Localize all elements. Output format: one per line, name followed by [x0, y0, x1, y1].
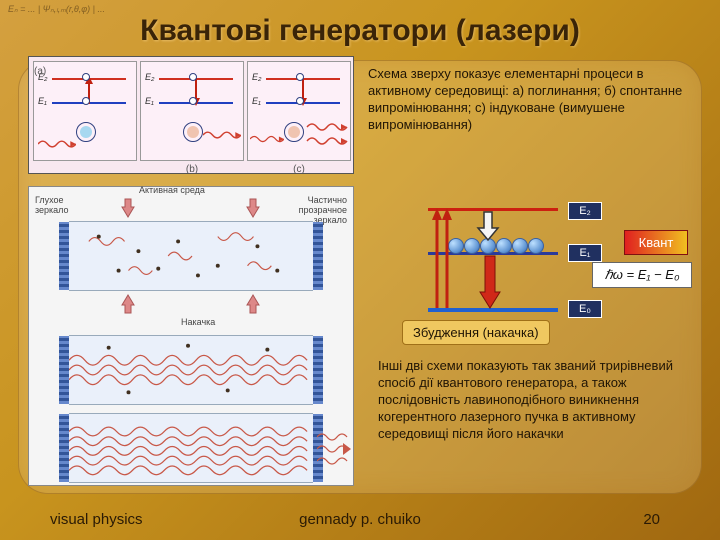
- pump-excitation-label: Збудження (накачка): [402, 320, 550, 345]
- mirror-left-label: Глухое зеркало: [35, 195, 83, 215]
- footer-left: visual physics: [50, 511, 143, 528]
- energy-level-e0: E₀: [568, 300, 602, 318]
- footer-center: gennady p. chuiko: [299, 511, 421, 528]
- explanation-top: Схема зверху показує елементарні процеси…: [368, 66, 690, 134]
- process-label-b: (b): [141, 164, 243, 175]
- processes-diagram: E₂ E₁ (a) E₂ E₁ (b) E₂ E₁: [28, 56, 354, 174]
- explanation-bottom: Інші дві схеми показують так званий трир…: [378, 358, 690, 442]
- process-a: E₂ E₁ (a): [33, 61, 137, 161]
- process-b: E₂ E₁ (b): [140, 61, 244, 161]
- energy-diagram: E₂ E₁ E₀ Квант ℏω = E₁ − E₀ Збудження (н…: [378, 200, 688, 340]
- active-medium-label: Активная среда: [139, 185, 205, 195]
- energy-level-e2: E₂: [568, 202, 602, 220]
- pump-label-cav: Накачка: [181, 317, 215, 327]
- process-label-c: (c): [248, 164, 350, 175]
- slide-number: 20: [643, 511, 660, 528]
- energy-level-e1: E₁: [568, 244, 602, 262]
- energy-formula: ℏω = E₁ − E₀: [592, 262, 692, 288]
- process-c: E₂ E₁ (c): [247, 61, 351, 161]
- quantum-label: Квант: [624, 230, 688, 255]
- cavity-diagram: Глухое зеркало Активная среда Частично п…: [28, 186, 354, 486]
- footer: visual physics gennady p. chuiko 20: [0, 511, 720, 528]
- page-title: Квантові генератори (лазери): [0, 14, 720, 48]
